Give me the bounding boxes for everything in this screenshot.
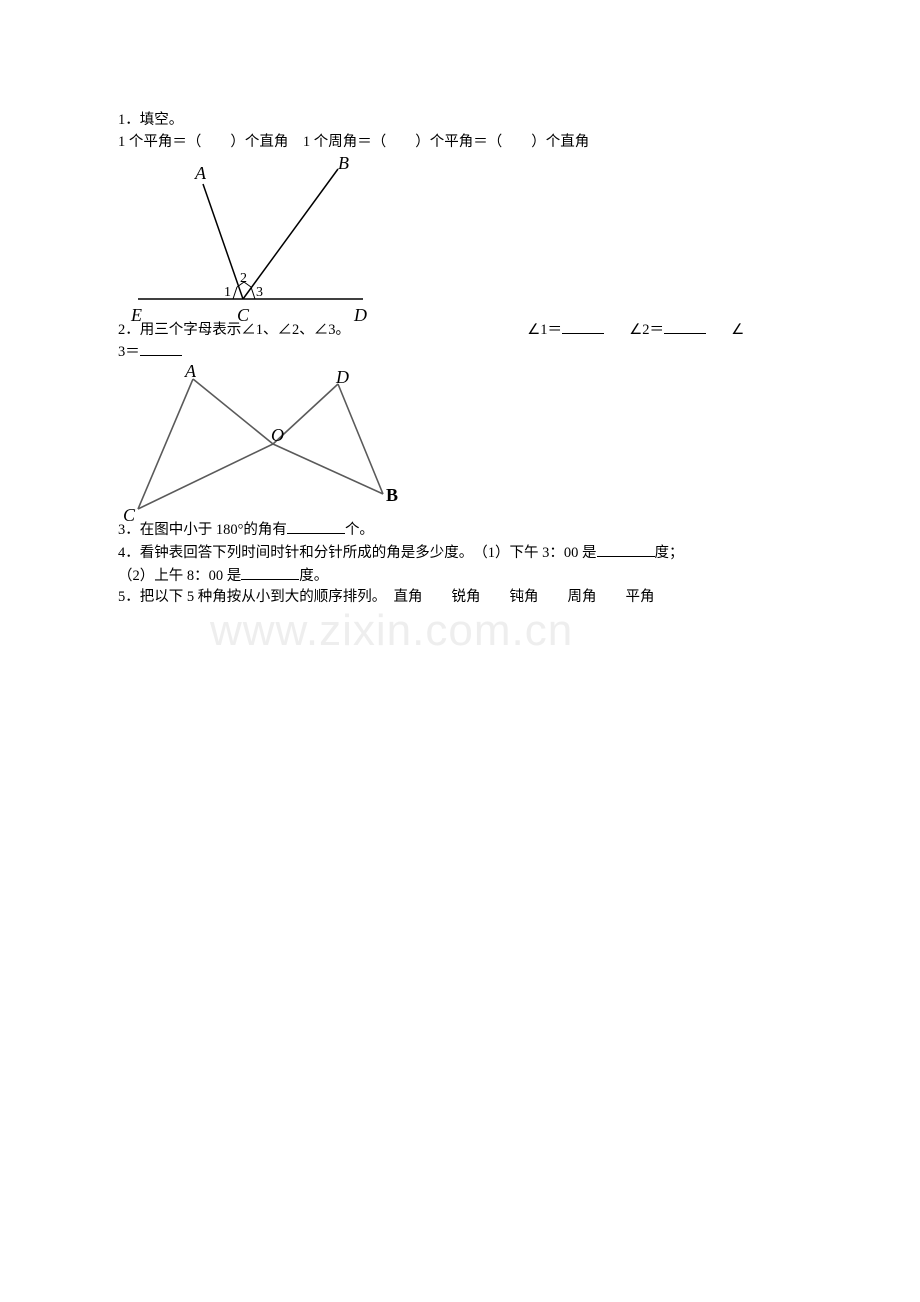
q1-line: 1 个平角＝（ ）个直角 1 个周角＝（ ）个平角＝（ ）个直角 bbox=[118, 132, 818, 154]
q4-line1: 4．看钟表回答下列时间时针和分针所成的角是多少度。 （1）下午 3：00 是 度； bbox=[118, 542, 818, 565]
q2-blank3 bbox=[140, 341, 182, 356]
fig2-label-C: C bbox=[123, 502, 135, 529]
q2-line1: 2．用三个字母表示∠1、∠2、∠3。 ∠1＝ ∠2＝ ∠ bbox=[118, 319, 818, 342]
fig1-label-3: 3 bbox=[256, 282, 263, 303]
q3-pre: 3．在图中小于 180°的角有 bbox=[118, 522, 287, 538]
q2-a3post: 3＝ bbox=[118, 344, 140, 360]
q4-pre: 4．看钟表回答下列时间时针和分针所成的角是多少度。 （1）下午 3：00 是 bbox=[118, 545, 597, 561]
fig2-label-O: O bbox=[271, 422, 284, 449]
q4-line2: （2）上午 8：00 是 度。 bbox=[118, 565, 818, 588]
q2-a2: ∠2＝ bbox=[629, 322, 664, 338]
watermark-text: www.zixin.com.cn bbox=[210, 606, 573, 656]
q4-line2post: 度。 bbox=[299, 568, 328, 584]
q1-title: 1．填空。 bbox=[118, 110, 818, 132]
q2-line2: 3＝ bbox=[118, 341, 818, 364]
figure-2-svg bbox=[118, 364, 418, 519]
q2-a1: ∠1＝ bbox=[527, 322, 562, 338]
fig2-label-A: A bbox=[185, 358, 196, 385]
q2-pre: 2．用三个字母表示∠1、∠2、∠3。 bbox=[118, 322, 350, 338]
q3-line: 3．在图中小于 180°的角有 个。 bbox=[118, 519, 818, 542]
fig1-label-D: D bbox=[354, 302, 367, 329]
q2-blank1 bbox=[562, 319, 604, 334]
document-content: 1．填空。 1 个平角＝（ ）个直角 1 个周角＝（ ）个平角＝（ ）个直角 A… bbox=[118, 110, 818, 609]
fig2-label-B: B bbox=[386, 482, 398, 509]
q3-blank bbox=[287, 519, 345, 534]
figure-1: A B E C D 1 2 3 bbox=[118, 154, 378, 319]
q4-post1: 度； bbox=[655, 545, 684, 561]
fig1-label-C: C bbox=[237, 302, 249, 329]
fig2-label-D: D bbox=[336, 364, 349, 391]
q3-post: 个。 bbox=[345, 522, 374, 538]
figure-1-svg bbox=[118, 154, 378, 319]
fig1-label-B: B bbox=[338, 150, 349, 177]
q2-blank2 bbox=[664, 319, 706, 334]
q4-blank2 bbox=[241, 565, 299, 580]
q4-line2pre: （2）上午 8：00 是 bbox=[118, 568, 241, 584]
fig1-label-2: 2 bbox=[240, 268, 247, 289]
fig1-label-1: 1 bbox=[224, 282, 231, 303]
fig1-label-E: E bbox=[131, 302, 142, 329]
fig1-label-A: A bbox=[195, 160, 206, 187]
q4-blank1 bbox=[597, 542, 655, 557]
q5-line: 5．把以下 5 种角按从小到大的顺序排列。 直角 锐角 钝角 周角 平角 bbox=[118, 587, 818, 609]
figure-2: A D C O B bbox=[118, 364, 418, 519]
q2-a3pre: ∠ bbox=[731, 322, 744, 338]
